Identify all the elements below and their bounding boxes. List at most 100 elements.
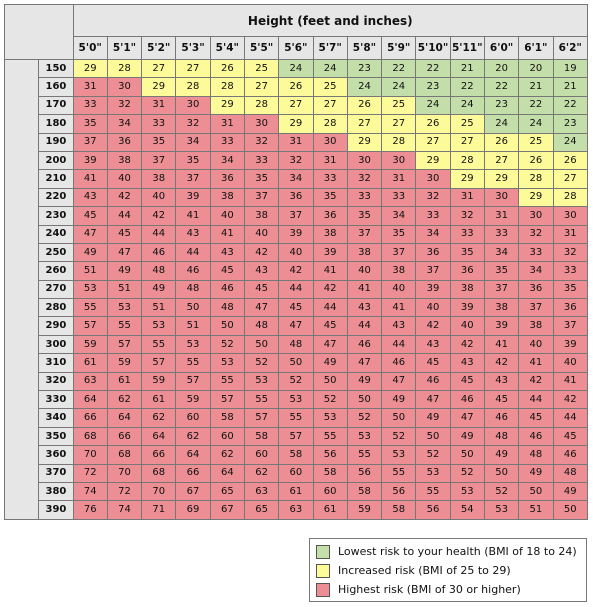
bmi-cell: 52 [415, 445, 451, 465]
bmi-cell: 63 [278, 500, 314, 520]
bmi-cell: 36 [278, 187, 314, 208]
bmi-cell: 27 [381, 114, 417, 134]
bmi-cell: 55 [72, 298, 108, 318]
bmi-cell: 76 [72, 500, 108, 520]
bmi-cell: 37 [483, 279, 520, 300]
bmi-cell: 53 [415, 463, 451, 483]
bmi-cell: 31 [209, 114, 245, 134]
bmi-cell: 25 [449, 114, 485, 134]
bmi-cell: 33 [483, 224, 520, 244]
bmi-cell: 39 [552, 334, 588, 355]
bmi-cell: 55 [141, 334, 177, 355]
bmi-cell: 25 [381, 95, 417, 116]
bmi-cell: 21 [449, 58, 485, 79]
table-row: 210 41 40 38 37 36 35 34 33 32 31 30 29 29 28 27 [5, 169, 588, 189]
bmi-cell: 50 [552, 500, 588, 520]
bmi-cell: 31 [449, 187, 485, 208]
bmi-cell: 66 [175, 463, 211, 483]
weight-label: 190 [38, 132, 74, 152]
bmi-cell: 34 [278, 169, 314, 189]
height-label: 5'8" [346, 36, 383, 60]
bmi-cell: 58 [278, 445, 314, 465]
bmi-cell: 26 [483, 132, 520, 152]
bmi-cell: 47 [449, 408, 485, 428]
bmi-cell: 60 [209, 426, 245, 447]
bmi-cell: 30 [381, 150, 417, 171]
height-label: 5'2" [141, 36, 177, 60]
table-row: 290 57 55 53 51 50 48 47 45 44 43 42 40 39 38 37 [5, 316, 588, 336]
bmi-cell: 27 [415, 132, 451, 152]
bmi-cell: 53 [72, 279, 108, 300]
bmi-cell: 34 [106, 114, 143, 134]
table-row: 390 76 74 71 69 67 65 63 61 59 58 56 54 53 51 50 [5, 500, 588, 520]
table-row: 260 51 49 48 46 45 43 42 41 40 38 37 36 35 34 33 [5, 261, 588, 281]
bmi-cell: 33 [72, 95, 108, 116]
bmi-cell: 44 [518, 390, 554, 410]
bmi-cell: 57 [278, 426, 314, 447]
bmi-cell: 36 [518, 279, 554, 300]
bmi-cell: 27 [243, 77, 280, 97]
bmi-cell: 22 [415, 58, 451, 79]
bmi-cell: 50 [415, 426, 451, 447]
table-row: 230 45 44 42 41 40 38 37 36 35 34 33 32 31 30 30 [5, 206, 588, 226]
bmi-cell: 35 [552, 279, 588, 300]
bmi-table-body: Height (feet and inches) 5'0" 5'1" 5'2" 5'3"… [3, 4, 589, 520]
bmi-cell: 64 [106, 408, 143, 428]
bmi-cell: 51 [106, 279, 143, 300]
bmi-cell: 39 [312, 242, 348, 263]
bmi-cell: 46 [346, 334, 383, 355]
bmi-cell: 28 [175, 77, 211, 97]
bmi-cell: 59 [346, 500, 383, 520]
bmi-cell: 40 [415, 298, 451, 318]
bmi-cell: 57 [209, 390, 245, 410]
bmi-cell: 60 [278, 463, 314, 483]
bmi-cell: 23 [415, 77, 451, 97]
weight-label: 370 [38, 463, 74, 483]
bmi-cell: 26 [415, 114, 451, 134]
bmi-cell: 50 [209, 316, 245, 336]
bmi-cell: 45 [415, 353, 451, 373]
bmi-cell: 47 [346, 353, 383, 373]
weight-label: 280 [38, 298, 74, 318]
bmi-cell: 29 [483, 169, 520, 189]
bmi-cell: 38 [449, 279, 485, 300]
table-row: 160 31 30 29 28 28 27 26 25 24 24 23 22 22 21 21 [5, 77, 588, 97]
bmi-cell: 64 [72, 390, 108, 410]
bmi-cell: 21 [518, 77, 554, 97]
bmi-cell: 20 [483, 58, 520, 79]
bmi-cell: 36 [312, 206, 348, 226]
bmi-cell: 33 [243, 150, 280, 171]
bmi-cell: 28 [381, 132, 417, 152]
weight-label: 270 [38, 279, 74, 300]
bmi-cell: 45 [278, 298, 314, 318]
bmi-cell: 58 [312, 463, 348, 483]
bmi-cell: 44 [106, 206, 143, 226]
bmi-cell: 59 [106, 353, 143, 373]
bmi-cell: 24 [415, 95, 451, 116]
bmi-cell: 58 [346, 481, 383, 502]
weight-label: 360 [38, 445, 74, 465]
bmi-cell: 46 [141, 242, 177, 263]
weight-label: 290 [38, 316, 74, 336]
bmi-cell: 41 [175, 206, 211, 226]
bmi-cell: 27 [552, 169, 588, 189]
bmi-cell: 33 [312, 169, 348, 189]
bmi-cell: 42 [312, 279, 348, 300]
bmi-cell: 48 [209, 298, 245, 318]
bmi-cell: 33 [346, 187, 383, 208]
height-label: 6'1" [518, 36, 554, 60]
bmi-cell: 47 [243, 298, 280, 318]
bmi-cell: 22 [552, 95, 588, 116]
bmi-cell: 30 [415, 169, 451, 189]
bmi-cell: 44 [278, 279, 314, 300]
bmi-cell: 64 [175, 445, 211, 465]
bmi-cell: 41 [346, 279, 383, 300]
bmi-cell: 48 [552, 463, 588, 483]
bmi-cell: 47 [312, 334, 348, 355]
bmi-cell: 31 [381, 169, 417, 189]
bmi-cell: 26 [209, 58, 245, 79]
bmi-cell: 72 [106, 481, 143, 502]
weight-label: 250 [38, 242, 74, 263]
bmi-cell: 53 [106, 298, 143, 318]
bmi-cell: 35 [141, 132, 177, 152]
